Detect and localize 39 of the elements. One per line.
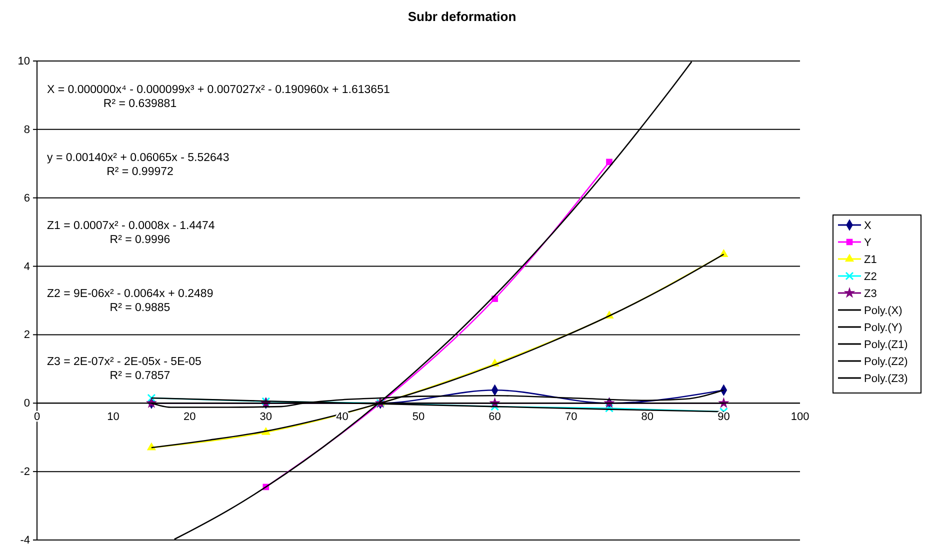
y-tick-label: 6 <box>24 192 30 204</box>
annotation: Z3 = 2E-07x² - 2E-05x - 5E-05 <box>47 356 202 368</box>
x-tick-label: 80 <box>641 410 654 423</box>
annotation: R² = 0.9885 <box>110 302 170 314</box>
x-tick-label: 50 <box>412 410 425 423</box>
annotation: R² = 0.99972 <box>106 166 174 178</box>
y-tick-label: 8 <box>24 124 30 136</box>
x-tick-label: 40 <box>336 410 348 423</box>
chart-title: Subr deformation <box>408 9 516 24</box>
legend-label: Z3 <box>864 288 877 300</box>
legend-label: Poly.(Y) <box>864 322 902 334</box>
annotation: y = 0.00140x² + 0.06065x - 5.52643 <box>47 152 230 164</box>
annotation: R² = 0.7857 <box>110 370 170 382</box>
y-tick-label: 0 <box>24 398 30 410</box>
annotation: R² = 0.9996 <box>110 234 170 246</box>
y-tick-label: 4 <box>24 260 30 273</box>
legend-label: Poly.(X) <box>864 305 902 317</box>
x-tick-label: 30 <box>260 410 272 423</box>
annotation: X = 0.000000x⁴ - 0.000099x³ + 0.007027x² - 0.190960x + 1.613651 <box>47 84 390 96</box>
y-tick-label: -2 <box>20 466 30 478</box>
legend-label: Poly.(Z3) <box>864 373 908 385</box>
legend-label: Y <box>864 237 872 249</box>
annotation: Z2 = 9E-06x² - 0.0064x + 0.2489 <box>47 288 214 300</box>
x-tick-label: 60 <box>488 410 501 423</box>
legend-label: Z2 <box>864 271 877 283</box>
legend-label: X <box>864 220 872 232</box>
x-tick-label: 70 <box>564 410 578 423</box>
annotation: R² = 0.639881 <box>103 98 177 110</box>
y-tick-label: -4 <box>20 534 30 547</box>
annotation: Z1 = 0.0007x² - 0.0008x - 1.4474 <box>47 220 216 232</box>
x-tick-label: 90 <box>718 410 730 423</box>
x-tick-label: 10 <box>107 410 120 423</box>
legend-label: Poly.(Z2) <box>864 356 908 368</box>
y-tick-label: 2 <box>24 329 30 342</box>
legend-label: Z1 <box>864 254 877 266</box>
x-tick-label: 20 <box>183 410 196 423</box>
legend-label: Poly.(Z1) <box>864 339 908 351</box>
y-tick-label: 10 <box>18 56 30 68</box>
x-tick-label: 100 <box>790 410 810 423</box>
